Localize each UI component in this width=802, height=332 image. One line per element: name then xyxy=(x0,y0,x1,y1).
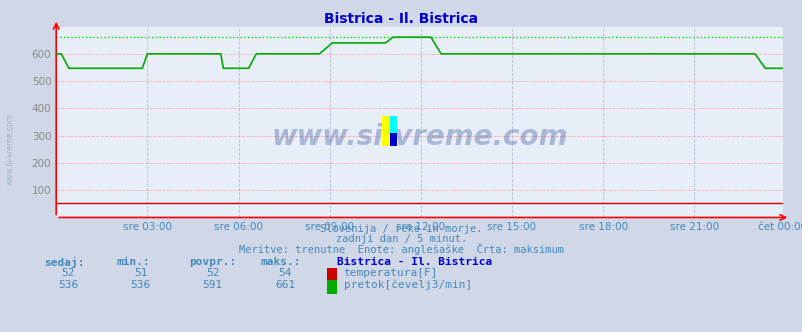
Text: 591: 591 xyxy=(202,280,223,290)
Text: pretok[čevelj3/min]: pretok[čevelj3/min] xyxy=(343,280,472,290)
Text: www.si-vreme.com: www.si-vreme.com xyxy=(271,123,567,151)
Text: zadnji dan / 5 minut.: zadnji dan / 5 minut. xyxy=(335,234,467,244)
Text: sedaj:: sedaj: xyxy=(44,257,84,268)
Text: temperatura[F]: temperatura[F] xyxy=(343,268,438,278)
Text: Meritve: trenutne  Enote: anglešaške  Črta: maksimum: Meritve: trenutne Enote: anglešaške Črta… xyxy=(239,243,563,255)
Text: www.si-vreme.com: www.si-vreme.com xyxy=(6,114,15,185)
Text: Bistrica - Il. Bistrica: Bistrica - Il. Bistrica xyxy=(324,12,478,26)
Text: povpr.:: povpr.: xyxy=(188,257,236,267)
Text: maks.:: maks.: xyxy=(261,257,301,267)
Text: 51: 51 xyxy=(134,268,147,278)
Text: 536: 536 xyxy=(130,280,151,290)
Text: 536: 536 xyxy=(58,280,79,290)
Text: Slovenija / reke in morje.: Slovenija / reke in morje. xyxy=(320,224,482,234)
Text: 52: 52 xyxy=(206,268,219,278)
Text: 52: 52 xyxy=(62,268,75,278)
Text: Bistrica - Il. Bistrica: Bistrica - Il. Bistrica xyxy=(337,257,492,267)
Text: min.:: min.: xyxy=(116,257,150,267)
Text: 54: 54 xyxy=(278,268,291,278)
Text: 661: 661 xyxy=(274,280,295,290)
